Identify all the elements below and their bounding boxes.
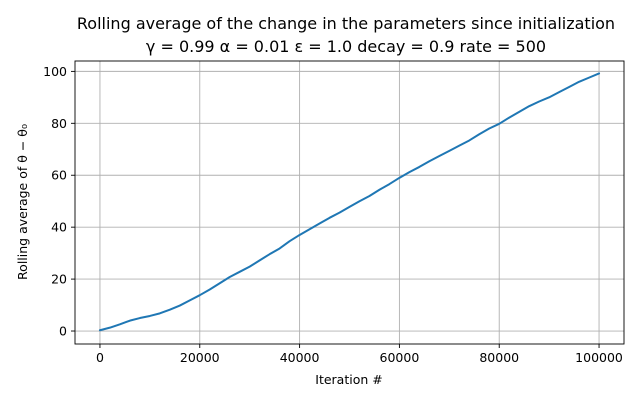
chart-title-group: Rolling average of the change in the par… (77, 14, 615, 56)
y-tick-label: 100 (43, 64, 67, 79)
y-tick-label: 20 (51, 272, 67, 287)
x-tick-label: 100000 (575, 350, 623, 365)
y-axis-ticks: 0 20 40 60 80 100 (43, 64, 75, 339)
grid (75, 61, 624, 344)
y-tick-label: 0 (59, 324, 67, 339)
x-axis-ticks: 0 20000 40000 60000 80000 100000 (96, 344, 623, 365)
y-tick-label: 80 (51, 116, 67, 131)
y-tick-label: 40 (51, 220, 67, 235)
x-tick-label: 40000 (280, 350, 320, 365)
series-line (98, 72, 601, 332)
chart-title: Rolling average of the change in the par… (77, 14, 615, 33)
y-tick-label: 60 (51, 168, 67, 183)
y-axis-label: Rolling average of θ − θ₀ (15, 124, 30, 280)
x-tick-label: 80000 (479, 350, 519, 365)
x-axis-label: Iteration # (315, 372, 382, 387)
x-tick-label: 20000 (180, 350, 220, 365)
chart-subtitle: γ = 0.99 α = 0.01 ε = 1.0 decay = 0.9 ra… (146, 37, 546, 56)
plot-frame (74, 60, 625, 345)
series-layer (98, 72, 601, 332)
x-tick-label: 0 (96, 350, 104, 365)
x-tick-label: 60000 (380, 350, 420, 365)
